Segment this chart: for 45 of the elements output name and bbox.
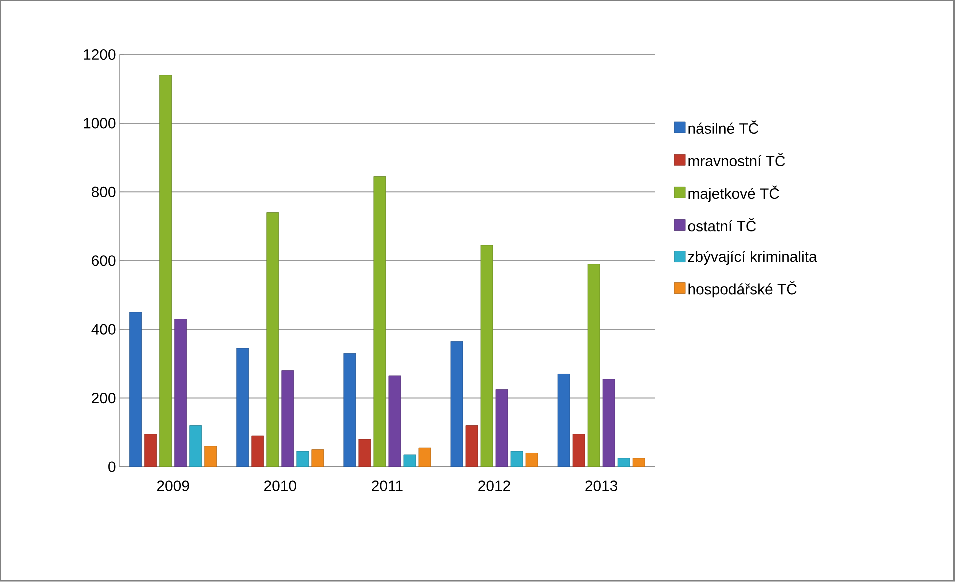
bar	[450, 342, 464, 468]
bar	[282, 370, 294, 468]
bar	[618, 458, 630, 468]
bar	[558, 374, 570, 468]
x-tick-label: 2012	[478, 480, 510, 492]
bar	[266, 212, 280, 468]
bar	[480, 245, 494, 468]
bar	[160, 75, 172, 468]
bar	[358, 439, 372, 468]
y-tick-label: 600	[92, 256, 116, 266]
bar	[174, 319, 188, 468]
legend-label: mravnostní TČ	[688, 153, 786, 167]
bar	[602, 379, 616, 468]
bar	[510, 451, 524, 468]
y-tick-label: 800	[92, 186, 116, 198]
bar	[496, 390, 508, 468]
x-tick-label: 2011	[372, 480, 403, 492]
bar	[466, 426, 478, 468]
legend-label: ostatní TČ	[688, 218, 756, 232]
bar	[190, 426, 202, 468]
bar	[252, 436, 264, 468]
bar	[204, 446, 218, 468]
x-tick-label: 2010	[264, 480, 296, 492]
x-tick-label: 2013	[586, 480, 618, 492]
legend-label: násilné TČ	[688, 120, 759, 134]
legend-label: hospodářské TČ	[688, 282, 797, 298]
bar	[312, 450, 324, 468]
bar	[388, 376, 402, 468]
bar	[588, 264, 600, 468]
bar	[344, 354, 356, 468]
bar	[144, 434, 158, 468]
bar	[572, 434, 586, 468]
y-tick-label: 400	[92, 324, 116, 335]
bar	[374, 176, 386, 468]
bar	[130, 312, 142, 468]
y-tick-label: 0	[108, 462, 116, 472]
x-tick-label: 2009	[157, 480, 190, 492]
y-tick-label: 1000	[84, 118, 116, 129]
legend-label: majetkové TČ	[688, 186, 780, 202]
bar	[296, 451, 310, 468]
legend-label: zbývající kriminalita	[688, 251, 818, 266]
bar	[404, 454, 416, 468]
y-tick-label: 1200	[84, 50, 116, 60]
y-tick-label: 200	[92, 393, 116, 404]
bar	[236, 348, 250, 468]
